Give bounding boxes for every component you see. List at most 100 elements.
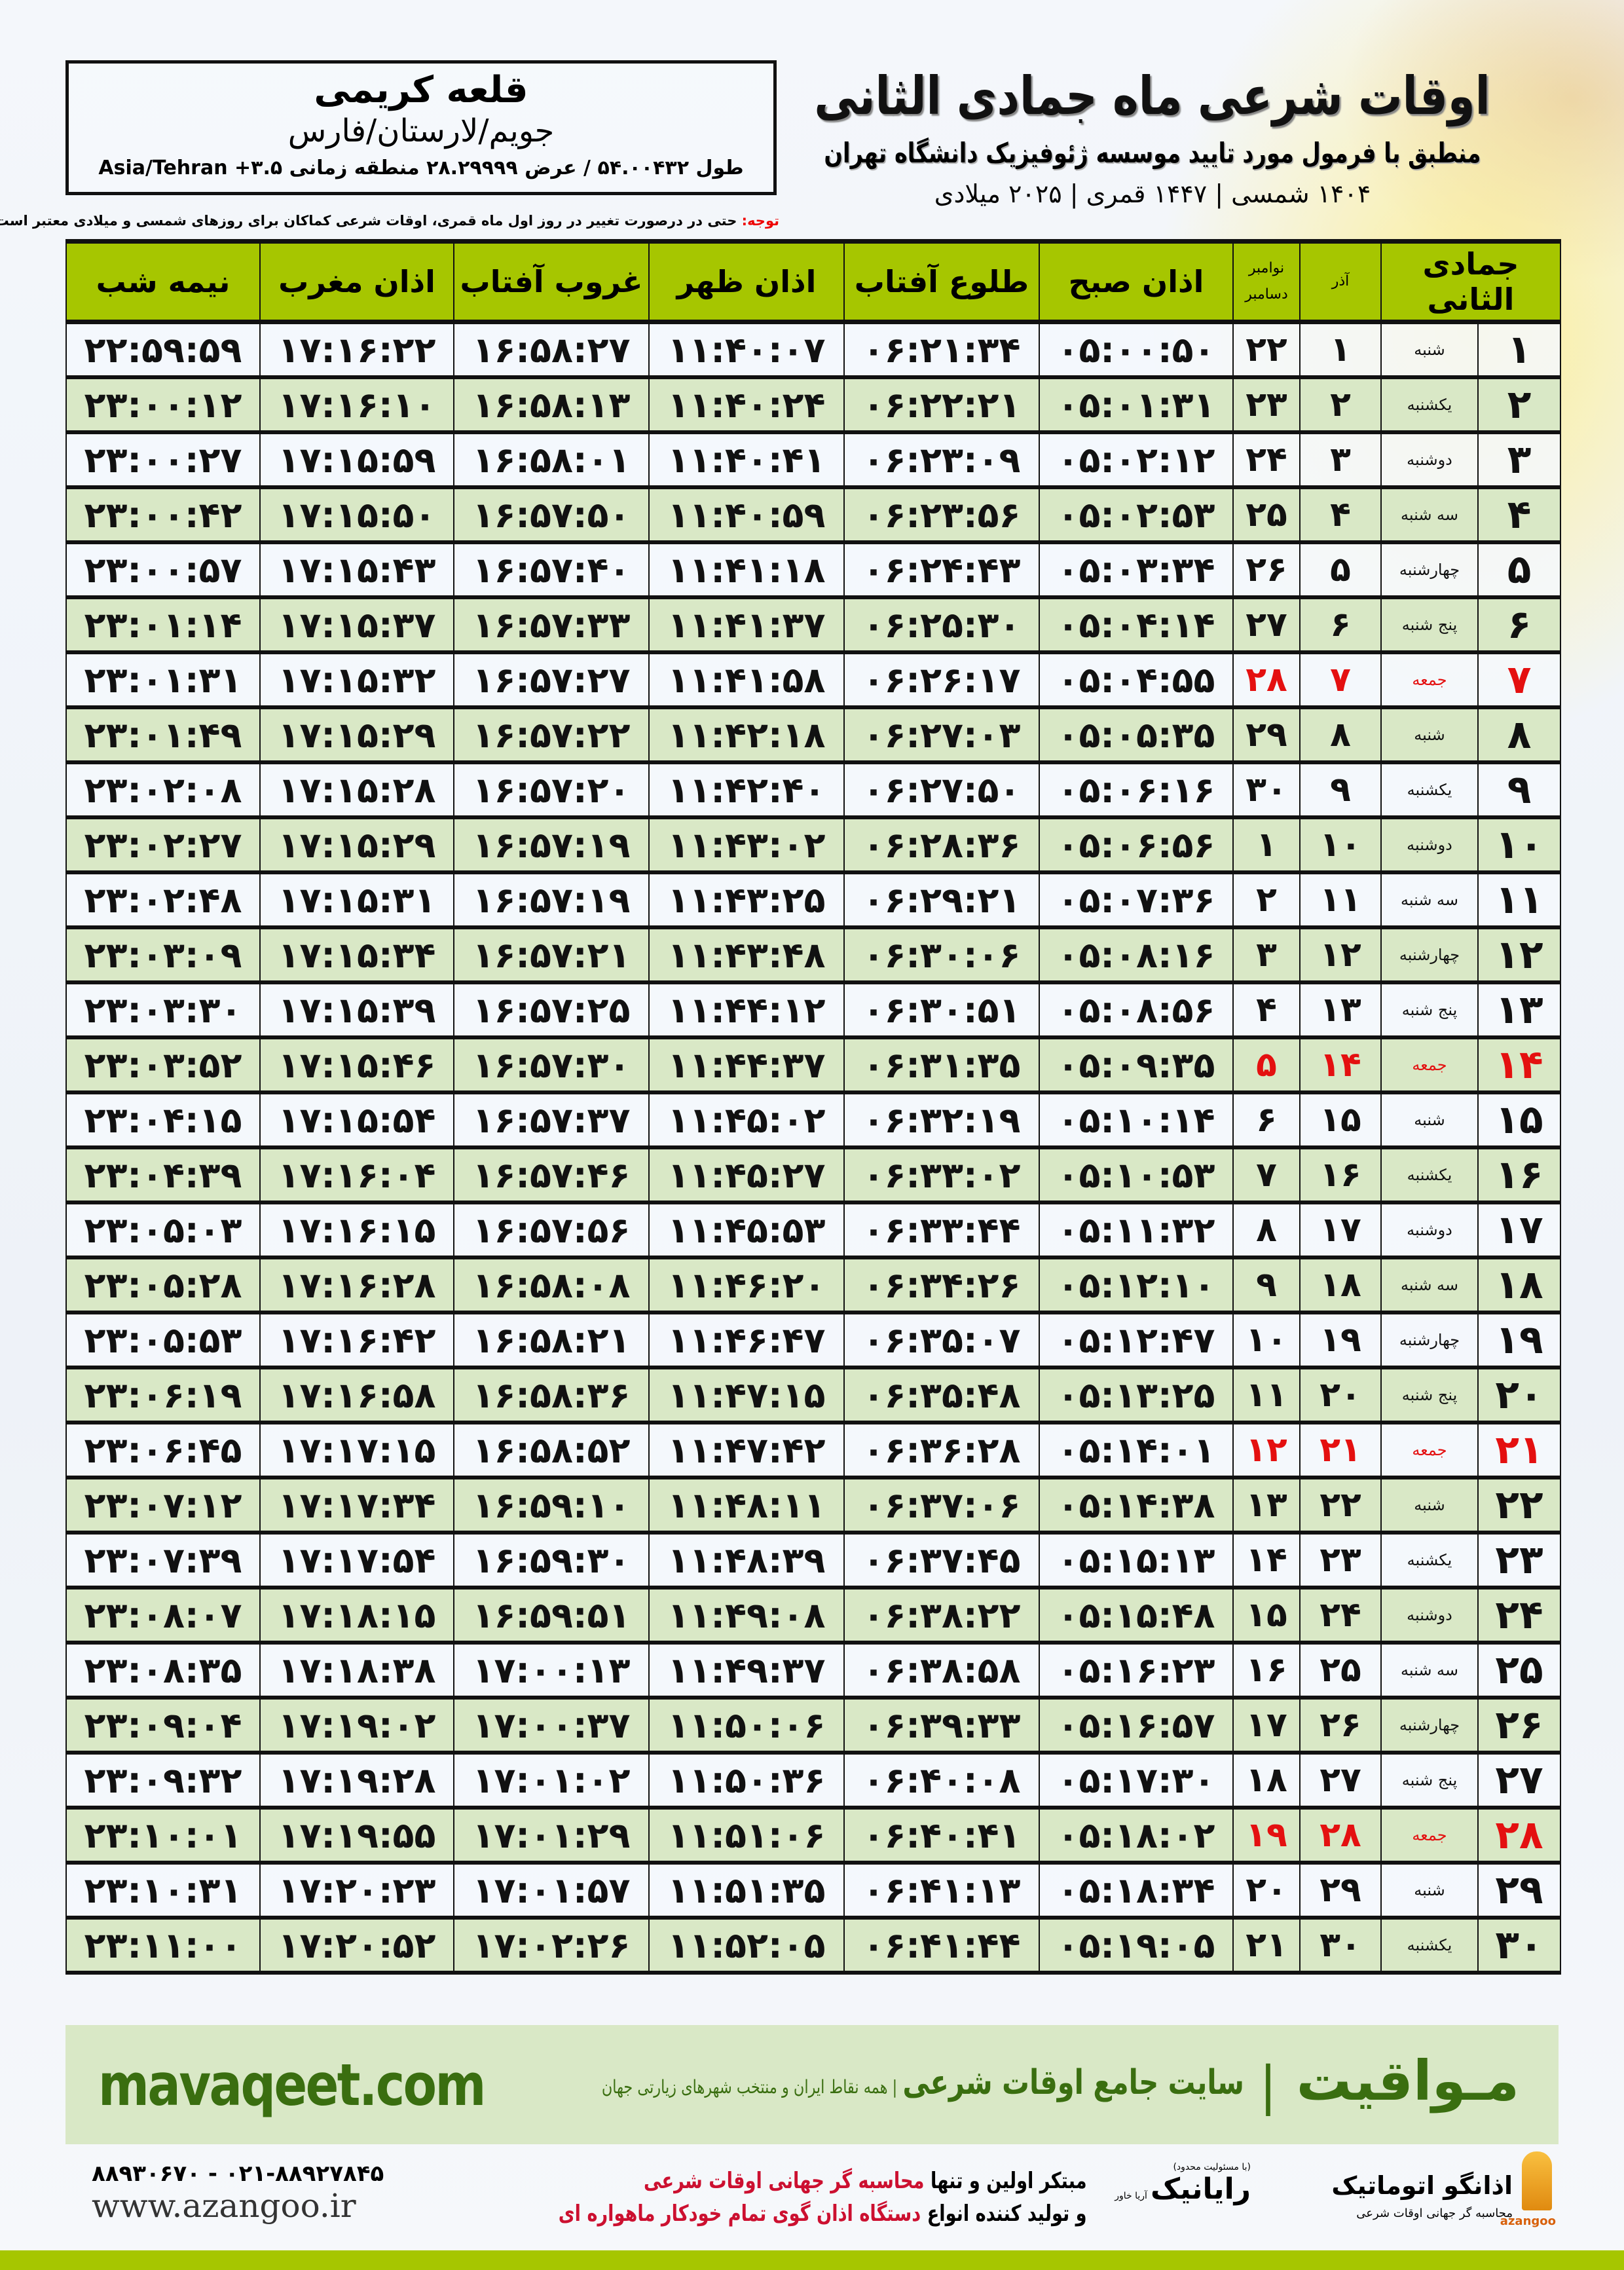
- ghurub-time-cell: ۱۶:۵۷:۴۶: [453, 1147, 650, 1204]
- azar-day-cell: ۱: [1299, 322, 1382, 379]
- ghurub-time-cell: ۱۶:۵۷:۴۰: [453, 542, 650, 599]
- nime-shab-time-cell: ۲۳:۰۰:۱۲: [65, 377, 261, 434]
- page-title: اوقات شرعی ماه جمادی الثانی: [814, 65, 1491, 126]
- sobh-time-cell: ۰۵:۰۶:۵۶: [1039, 817, 1234, 874]
- tulu-time-cell: ۰۶:۳۷:۴۵: [843, 1533, 1040, 1590]
- gregorian-day-cell: ۲۵: [1232, 487, 1301, 544]
- azar-day-cell: ۲۵: [1299, 1643, 1382, 1700]
- hijri-day-cell: ۲۱: [1477, 1423, 1562, 1479]
- azar-day-cell: ۸: [1299, 707, 1382, 764]
- azar-day-cell: ۳۰: [1299, 1918, 1382, 1975]
- nime-shab-time-cell: ۲۳:۰۹:۳۲: [65, 1753, 261, 1810]
- hijri-day-cell: ۱۵: [1477, 1092, 1562, 1149]
- sobh-time-cell: ۰۵:۰۸:۱۶: [1039, 927, 1234, 984]
- desc-line2-b: دستگاه اذان گوی تمام خودکار ماهواره ای: [559, 2201, 921, 2227]
- zuhr-time-cell: ۱۱:۵۰:۰۶: [648, 1698, 845, 1755]
- sobh-time-cell: ۰۵:۰۵:۳۵: [1039, 707, 1234, 764]
- col-header-gregorian: نوامبر دسامبر: [1232, 239, 1301, 324]
- weekday-cell: یکشنبه: [1380, 1147, 1479, 1204]
- nime-shab-time-cell: ۲۲:۵۹:۵۹: [65, 322, 261, 379]
- zuhr-time-cell: ۱۱:۴۹:۳۷: [648, 1643, 845, 1700]
- table-row: ۱۵ شنبه ۱۵ ۶ ۰۵:۱۰:۱۴ ۰۶:۳۲:۱۹ ۱۱:۴۵:۰۲ ۱۶:۵۷:۳…: [65, 1092, 1562, 1149]
- contact-footer: azangoo اذانگو اتوماتیک محاسبه گر جهانی …: [65, 2151, 1559, 2246]
- gregorian-day-cell: ۱۹: [1232, 1808, 1301, 1865]
- col-header-gregorian-top: نوامبر: [1248, 260, 1285, 276]
- hijri-day-cell: ۸: [1477, 707, 1562, 764]
- zuhr-time-cell: ۱۱:۵۰:۳۶: [648, 1753, 845, 1810]
- zuhr-time-cell: ۱۱:۴۶:۴۷: [648, 1312, 845, 1369]
- tulu-time-cell: ۰۶:۳۴:۲۶: [843, 1257, 1040, 1314]
- ghurub-time-cell: ۱۶:۵۷:۲۲: [453, 707, 650, 764]
- tulu-time-cell: ۰۶:۳۶:۲۸: [843, 1423, 1040, 1479]
- zuhr-time-cell: ۱۱:۴۰:۲۴: [648, 377, 845, 434]
- company-description: مبتکر اولین و تنها محاسبه گر جهانی اوقات…: [559, 2165, 1087, 2230]
- mavaqeet-url[interactable]: mavaqeet.com: [98, 2051, 486, 2119]
- nime-shab-time-cell: ۲۳:۰۵:۲۸: [65, 1257, 261, 1314]
- table-row: ۲۲ شنبه ۲۲ ۱۳ ۰۵:۱۴:۳۸ ۰۶:۳۷:۰۶ ۱۱:۴۸:۱۱ ۱۶:۵۹:…: [65, 1478, 1562, 1535]
- gregorian-day-cell: ۲۱: [1232, 1918, 1301, 1975]
- nime-shab-time-cell: ۲۳:۰۷:۳۹: [65, 1533, 261, 1590]
- zuhr-time-cell: ۱۱:۵۲:۰۵: [648, 1918, 845, 1975]
- maghrib-time-cell: ۱۷:۲۰:۵۲: [259, 1918, 454, 1975]
- sobh-time-cell: ۰۵:۱۷:۳۰: [1039, 1753, 1234, 1810]
- nime-shab-time-cell: ۲۳:۱۰:۰۱: [65, 1808, 261, 1865]
- hijri-day-cell: ۱۲: [1477, 927, 1562, 984]
- gregorian-day-cell: ۶: [1232, 1092, 1301, 1149]
- tulu-time-cell: ۰۶:۴۱:۱۳: [843, 1863, 1040, 1920]
- ghurub-time-cell: ۱۶:۵۸:۲۷: [453, 322, 650, 379]
- table-row: ۱۲ چهارشنبه ۱۲ ۳ ۰۵:۰۸:۱۶ ۰۶:۳۰:۰۶ ۱۱:۴۳:۴۸ ۱۶:…: [65, 927, 1562, 984]
- ghurub-time-cell: ۱۶:۵۸:۰۸: [453, 1257, 650, 1314]
- tulu-time-cell: ۰۶:۳۳:۰۲: [843, 1147, 1040, 1204]
- zuhr-time-cell: ۱۱:۴۰:۴۱: [648, 432, 845, 489]
- page-subtitle: منطبق با فرمول مورد تایید موسسه ژئوفیزیک…: [824, 137, 1481, 169]
- zuhr-time-cell: ۱۱:۴۳:۴۸: [648, 927, 845, 984]
- azar-day-cell: ۱۳: [1299, 982, 1382, 1039]
- gregorian-day-cell: ۱: [1232, 817, 1301, 874]
- zuhr-time-cell: ۱۱:۴۳:۲۵: [648, 872, 845, 929]
- sobh-time-cell: ۰۵:۱۹:۰۵: [1039, 1918, 1234, 1975]
- table-row: ۲۸ جمعه ۲۸ ۱۹ ۰۵:۱۸:۰۲ ۰۶:۴۰:۴۱ ۱۱:۵۱:۰۶ ۱۷:۰۱:…: [65, 1808, 1562, 1865]
- tulu-time-cell: ۰۶:۳۱:۳۵: [843, 1037, 1040, 1094]
- tulu-time-cell: ۰۶:۲۷:۵۰: [843, 762, 1040, 819]
- ghurub-time-cell: ۱۶:۵۹:۳۰: [453, 1533, 650, 1590]
- gregorian-day-cell: ۱۴: [1232, 1533, 1301, 1590]
- zuhr-time-cell: ۱۱:۴۳:۰۲: [648, 817, 845, 874]
- nime-shab-time-cell: ۲۳:۰۳:۵۲: [65, 1037, 261, 1094]
- sobh-time-cell: ۰۵:۰۴:۵۵: [1039, 652, 1234, 709]
- hijri-day-cell: ۲۸: [1477, 1808, 1562, 1865]
- azar-day-cell: ۱۵: [1299, 1092, 1382, 1149]
- maghrib-time-cell: ۱۷:۱۵:۵۹: [259, 432, 454, 489]
- azangoo-website[interactable]: www.azangoo.ir: [92, 2187, 356, 2225]
- table-row: ۱۹ چهارشنبه ۱۹ ۱۰ ۰۵:۱۲:۴۷ ۰۶:۳۵:۰۷ ۱۱:۴۶:۴۷ ۱۶…: [65, 1312, 1562, 1369]
- zuhr-time-cell: ۱۱:۴۶:۲۰: [648, 1257, 845, 1314]
- maghrib-time-cell: ۱۷:۱۷:۳۴: [259, 1478, 454, 1535]
- sobh-time-cell: ۰۵:۰۴:۱۴: [1039, 597, 1234, 654]
- azar-day-cell: ۵: [1299, 542, 1382, 599]
- table-row: ۷ جمعه ۷ ۲۸ ۰۵:۰۴:۵۵ ۰۶:۲۶:۱۷ ۱۱:۴۱:۵۸ ۱۶:۵۷:۲۷…: [65, 652, 1562, 709]
- zuhr-time-cell: ۱۱:۴۵:۰۲: [648, 1092, 845, 1149]
- hijri-day-cell: ۱۹: [1477, 1312, 1562, 1369]
- ghurub-time-cell: ۱۶:۵۷:۵۶: [453, 1202, 650, 1259]
- zuhr-time-cell: ۱۱:۴۸:۳۹: [648, 1533, 845, 1590]
- sobh-time-cell: ۰۵:۰۳:۳۴: [1039, 542, 1234, 599]
- azar-day-cell: ۱۸: [1299, 1257, 1382, 1314]
- table-row: ۱۳ پنج شنبه ۱۳ ۴ ۰۵:۰۸:۵۶ ۰۶:۳۰:۵۱ ۱۱:۴۴:۱۲ ۱۶:…: [65, 982, 1562, 1039]
- maghrib-time-cell: ۱۷:۱۹:۲۸: [259, 1753, 454, 1810]
- gregorian-day-cell: ۸: [1232, 1202, 1301, 1259]
- location-box: قلعه کریمی جویم/لارستان/فارس طول ۵۴.۰۰۴۳…: [65, 60, 777, 195]
- nime-shab-time-cell: ۲۳:۰۱:۱۴: [65, 597, 261, 654]
- hijri-day-cell: ۲۲: [1477, 1478, 1562, 1535]
- zuhr-time-cell: ۱۱:۴۱:۵۸: [648, 652, 845, 709]
- sobh-time-cell: ۰۵:۰۱:۳۱: [1039, 377, 1234, 434]
- weekday-cell: شنبه: [1380, 322, 1479, 379]
- maghrib-time-cell: ۱۷:۱۹:۰۲: [259, 1698, 454, 1755]
- ghurub-time-cell: ۱۶:۵۸:۲۱: [453, 1312, 650, 1369]
- weekday-cell: سه شنبه: [1380, 1643, 1479, 1700]
- gregorian-day-cell: ۷: [1232, 1147, 1301, 1204]
- nime-shab-time-cell: ۲۳:۰۱:۳۱: [65, 652, 261, 709]
- tulu-time-cell: ۰۶:۴۰:۴۱: [843, 1808, 1040, 1865]
- gregorian-day-cell: ۲۸: [1232, 652, 1301, 709]
- nime-shab-time-cell: ۲۳:۰۶:۴۵: [65, 1423, 261, 1479]
- rayanik-logo: (با مسئولیت محدود) رایانیک آریا خاور: [1113, 2162, 1251, 2234]
- location-name: قلعه کریمی: [314, 69, 528, 111]
